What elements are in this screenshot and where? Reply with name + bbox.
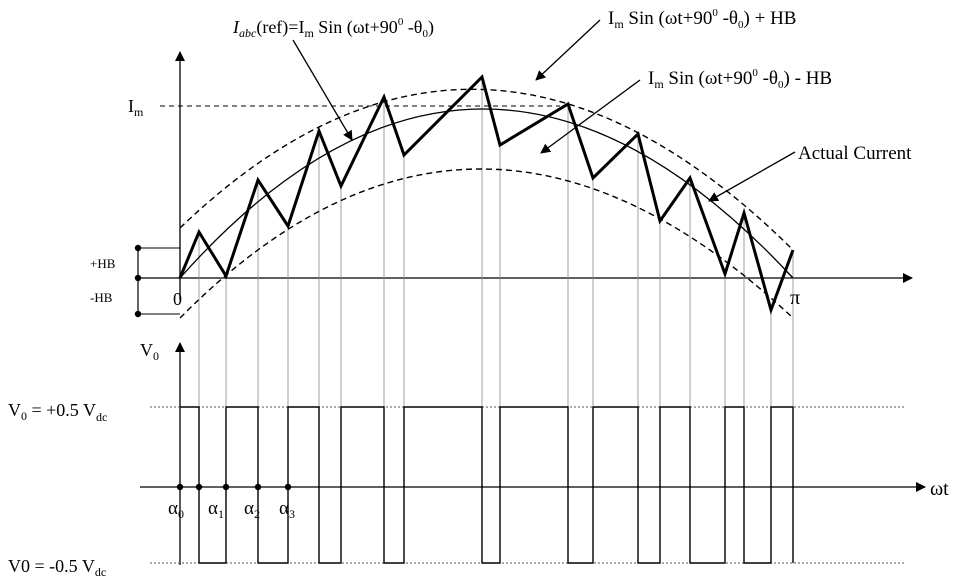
alpha2-label: α2 xyxy=(244,498,260,521)
alpha3-dot xyxy=(254,483,262,491)
lower-band-curve xyxy=(179,168,794,319)
pi-label: π xyxy=(790,287,800,309)
hb-dot-top xyxy=(134,244,142,252)
omega-t-label: ωt xyxy=(930,478,949,500)
upper-band-arrow xyxy=(535,19,601,81)
v0-axis-label: V0 xyxy=(140,340,159,363)
alpha3-label: α3 xyxy=(279,498,295,521)
alpha0-dot xyxy=(176,483,184,491)
v-plus-label: V0 = +0.5 Vdc xyxy=(8,400,107,424)
plus-hb-label: +HB xyxy=(90,256,116,271)
v-minus-label: V0 = -0.5 Vdc xyxy=(8,556,106,577)
hb-dot-bottom xyxy=(134,310,142,318)
lower-band-label: Im Sin (ωt+900 -θ0) - HB xyxy=(648,67,832,91)
im-label: Im xyxy=(128,96,144,119)
minus-hb-label: -HB xyxy=(90,290,113,305)
reference-sine-curve xyxy=(179,108,794,279)
alpha1-label: α1 xyxy=(208,498,224,521)
alpha4-dot xyxy=(284,483,292,491)
actual-current-label: Actual Current xyxy=(798,143,912,164)
lower-band-arrow xyxy=(540,79,641,154)
upper-band-curve xyxy=(179,88,794,251)
alpha2-dot xyxy=(222,483,230,491)
alpha1-dot xyxy=(195,483,203,491)
pwm-voltage-waveform xyxy=(180,406,794,564)
reference-current-label: Iabc(ref)=Im Sin (ωt+900 -θ0) xyxy=(232,16,434,40)
origin-label: 0 xyxy=(173,289,182,309)
actual-current-arrow xyxy=(708,151,796,202)
actual-current-waveform xyxy=(178,74,795,315)
upper-band-label: Im Sin (ωt+900 -θ0) + HB xyxy=(608,7,796,31)
hb-dot-mid xyxy=(134,274,142,282)
alpha0-label: α0 xyxy=(168,498,184,521)
ref-arrow xyxy=(292,39,353,141)
